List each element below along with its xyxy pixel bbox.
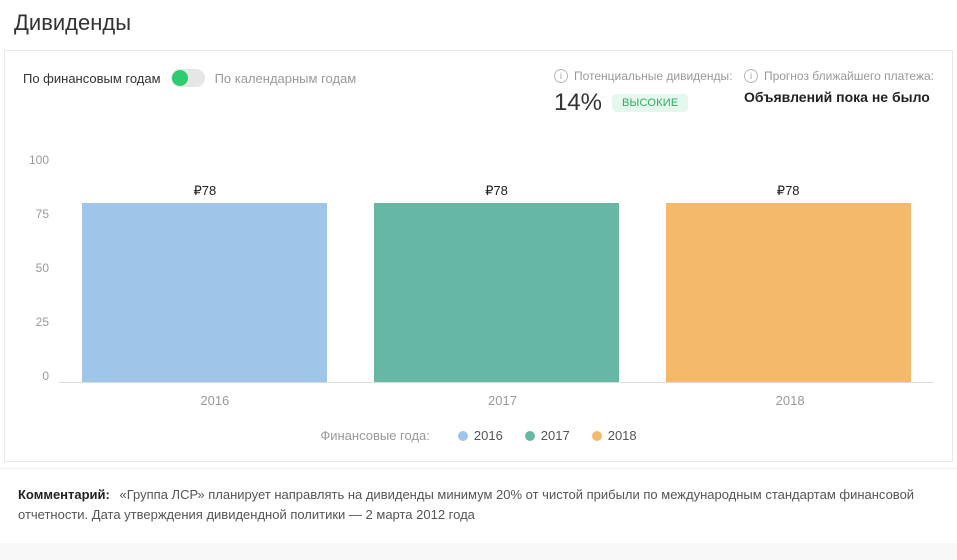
toggle-knob [172,70,188,86]
comment-text: «Группа ЛСР» планирует направлять на див… [18,487,914,522]
page-title: Дивиденды [0,0,957,50]
controls-row: По финансовым годам По календарным годам… [23,69,934,117]
page: Дивиденды По финансовым годам По календа… [0,0,957,543]
bar-column: ₽78 [374,153,619,382]
comment-row: Комментарий: «Группа ЛСР» планирует напр… [0,468,957,543]
potential-percent: 14% [554,89,602,117]
bar [666,203,911,382]
legend-items: 2016 2017 2018 [458,428,637,443]
legend-item: 2018 [592,428,637,443]
legend-item: 2017 [525,428,570,443]
potential-dividends-block: i Потенциальные дивиденды: 14% высокие [554,69,734,117]
x-tick: 2017 [382,393,624,408]
mode-toggle[interactable] [171,69,205,87]
legend: Финансовые года: 2016 2017 2018 [23,416,934,447]
chart: 100 75 50 25 0 ₽78 ₽78 ₽78 [23,153,934,383]
bars-container: ₽78 ₽78 ₽78 [59,153,934,382]
mode-active-label: По финансовым годам [23,71,161,86]
dividends-card: По финансовым годам По календарным годам… [4,50,953,462]
legend-label: 2017 [541,428,570,443]
mode-switch-group: По финансовым годам По календарным годам [23,69,356,87]
y-tick: 25 [36,315,49,329]
potential-badge: высокие [612,94,688,112]
legend-dot [592,431,602,441]
y-tick: 100 [29,153,49,167]
y-tick: 50 [36,261,49,275]
legend-label: 2018 [608,428,637,443]
bar [374,203,619,382]
legend-title: Финансовые года: [320,428,430,443]
forecast-block: i Прогноз ближайшего платежа: Объявлений… [744,69,934,105]
legend-dot [458,431,468,441]
info-icon[interactable]: i [744,69,758,83]
x-axis: 2016 2017 2018 [23,383,934,416]
bar-column: ₽78 [82,153,327,382]
legend-dot [525,431,535,441]
bar-column: ₽78 [666,153,911,382]
plot-area: ₽78 ₽78 ₽78 [59,153,934,383]
info-icon[interactable]: i [554,69,568,83]
y-tick: 0 [42,369,49,383]
bar [82,203,327,382]
x-tick: 2016 [94,393,336,408]
bar-value-label: ₽78 [485,183,508,199]
mode-inactive-label[interactable]: По календарным годам [215,71,357,86]
x-tick: 2018 [669,393,911,408]
bar-value-label: ₽78 [777,183,800,199]
forecast-header: Прогноз ближайшего платежа: [764,69,934,83]
legend-label: 2016 [474,428,503,443]
legend-item: 2016 [458,428,503,443]
bar-value-label: ₽78 [193,183,216,199]
potential-header: Потенциальные дивиденды: [574,69,733,83]
comment-label: Комментарий: [18,487,110,502]
y-axis: 100 75 50 25 0 [29,153,59,383]
y-tick: 75 [36,207,49,221]
forecast-text: Объявлений пока не было [744,89,930,105]
